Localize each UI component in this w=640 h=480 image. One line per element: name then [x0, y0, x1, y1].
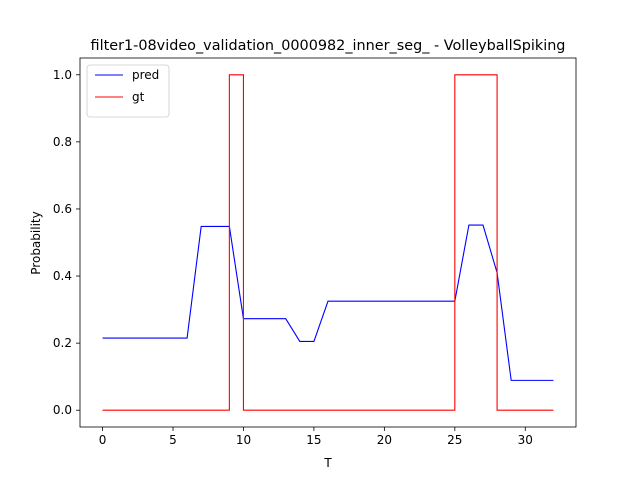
y-tick-label: 0.8 — [53, 135, 72, 149]
x-tick-label: 30 — [518, 433, 533, 447]
x-tick-label: 5 — [169, 433, 177, 447]
y-tick-label: 0.0 — [53, 403, 72, 417]
x-tick-label: 25 — [447, 433, 462, 447]
x-tick-label: 10 — [236, 433, 251, 447]
y-tick-label: 0.2 — [53, 336, 72, 350]
legend-label-gt: gt — [132, 90, 145, 104]
y-tick-label: 0.4 — [53, 269, 72, 283]
y-axis: 0.0 0.2 0.4 0.6 0.8 1.0 — [53, 68, 80, 417]
x-tick-label: 15 — [306, 433, 321, 447]
series-line-gt — [102, 74, 554, 411]
x-tick-label: 20 — [377, 433, 392, 447]
x-axis: 0 5 10 15 20 25 30 — [99, 427, 533, 447]
plot-series-group — [102, 74, 554, 411]
legend: pred gt — [86, 64, 170, 118]
y-tick-label: 0.6 — [53, 202, 72, 216]
axes-frame — [79, 57, 577, 428]
legend-box — [86, 64, 170, 118]
y-axis-label: Probability — [29, 211, 43, 274]
legend-label-pred: pred — [132, 68, 159, 82]
chart-title: filter1-08video_validation_0000982_inner… — [91, 38, 566, 54]
x-axis-label: T — [323, 456, 332, 470]
y-tick-label: 1.0 — [53, 68, 72, 82]
x-tick-label: 0 — [99, 433, 107, 447]
series-line-pred — [102, 224, 554, 381]
